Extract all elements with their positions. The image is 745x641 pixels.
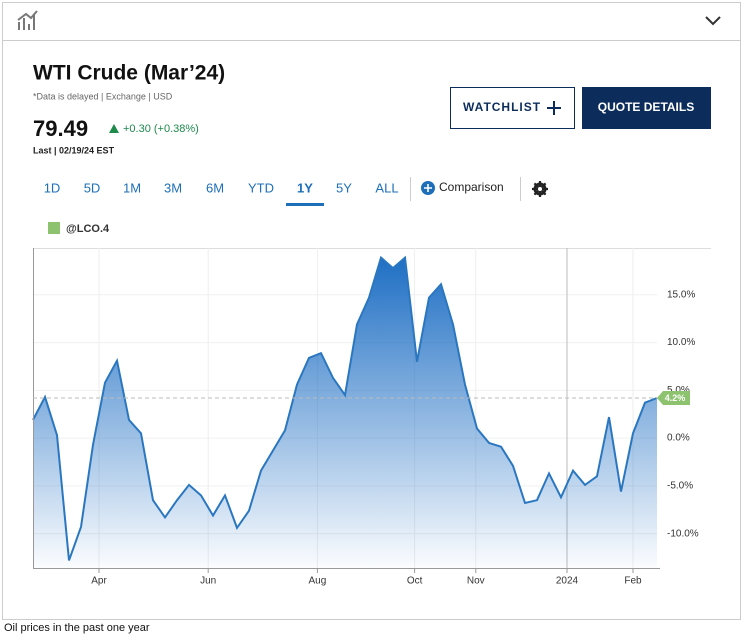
tab-underline	[286, 203, 324, 206]
range-tab[interactable]: 3M	[164, 180, 182, 195]
comparison-plus	[424, 184, 432, 192]
line	[32, 255, 658, 561]
x-tick-label: 2024	[556, 576, 579, 587]
range-tab[interactable]: YTD	[248, 180, 274, 195]
comparison-button[interactable]: Comparison	[439, 180, 504, 194]
current-label: 4.2%	[665, 393, 686, 403]
quote-button[interactable]	[582, 87, 711, 129]
y-tick-label: 0.0%	[667, 433, 690, 444]
plus-icon	[547, 101, 561, 115]
x-tick-label: Aug	[309, 576, 327, 587]
current-badge	[657, 390, 690, 405]
caption: Oil prices in the past one year	[4, 622, 150, 634]
price: 79.49	[33, 116, 88, 141]
range-tab[interactable]: 5Y	[336, 180, 352, 195]
y-tick-label: 10.0%	[667, 337, 695, 348]
legend-label: @LCO.4	[66, 223, 110, 235]
range-tab[interactable]: 6M	[206, 180, 224, 195]
last-update: Last | 02/19/24 EST	[33, 145, 115, 155]
range-tab[interactable]: 1Y	[297, 180, 313, 195]
delay-note: *Data is delayed | Exchange | USD	[33, 91, 173, 101]
title: WTI Crude (Mar’24)	[33, 62, 225, 85]
x-tick-label: Nov	[467, 576, 485, 587]
x-tick-label: Oct	[407, 576, 423, 587]
range-tab[interactable]: 1D	[44, 180, 61, 195]
settings-icon[interactable]	[532, 181, 548, 197]
x-tick-label: Feb	[624, 576, 642, 587]
area	[33, 257, 657, 568]
y-tick-label: 5.0%	[667, 385, 690, 396]
range-tab[interactable]: 5D	[84, 180, 101, 195]
y-tick-label: -10.0%	[667, 528, 699, 539]
price-change: +0.30 (+0.38%)	[123, 123, 199, 135]
range-tab[interactable]: 1M	[123, 180, 141, 195]
y-tick-label: -5.0%	[667, 480, 693, 491]
range-tab[interactable]: ALL	[375, 180, 398, 195]
legend-swatch	[48, 222, 60, 234]
up-arrow	[109, 124, 119, 133]
collapse-chevron[interactable]	[705, 16, 721, 26]
x-tick-label: Apr	[91, 576, 107, 587]
y-tick-label: 15.0%	[667, 289, 695, 300]
chart-icon	[17, 10, 38, 30]
x-tick-label: Jun	[200, 576, 216, 587]
watchlist-label: WATCHLIST	[463, 100, 541, 114]
quote-label: QUOTE DETAILS	[598, 100, 694, 114]
